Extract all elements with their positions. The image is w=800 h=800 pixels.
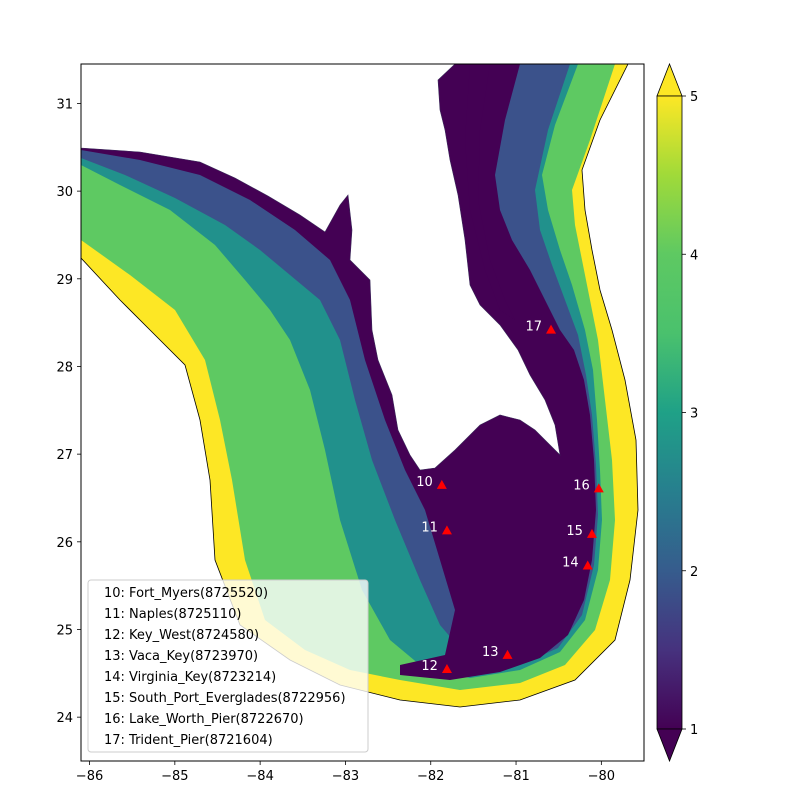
y-axis: 24 25 26 27 28 29 30 31 <box>56 97 81 726</box>
legend-entry: 16: Lake_Worth_Pier(8722670) <box>104 712 304 727</box>
florida-land <box>81 64 561 471</box>
y-tick-label: 28 <box>56 360 73 375</box>
colorbar-ticks: 1 2 3 4 5 <box>682 90 698 738</box>
colorbar: 1 2 3 4 5 <box>656 62 698 763</box>
station-label-17: 17 <box>525 320 542 335</box>
x-tick-label: −84 <box>246 769 273 784</box>
station-label-13: 13 <box>482 645 499 660</box>
station-label-12: 12 <box>421 659 438 674</box>
x-tick-label: −86 <box>76 769 103 784</box>
legend-entry: 17: Trident_Pier(8721604) <box>104 733 273 748</box>
legend: 10: Fort_Myers(8725520) 11: Naples(872511… <box>87 579 369 753</box>
x-tick-label: −85 <box>161 769 188 784</box>
station-marker-14 <box>582 560 593 570</box>
x-axis: −86 −85 −84 −83 −82 −81 −80 <box>76 761 615 784</box>
station-marker-15 <box>586 528 597 538</box>
colorbar-extend-bottom <box>656 728 683 763</box>
axes-frame <box>80 63 645 762</box>
lagoon-strip <box>465 64 515 320</box>
station-marker-17 <box>546 324 557 334</box>
station-marker-13 <box>502 649 513 659</box>
colorbar-body <box>656 95 683 730</box>
x-tick-label: −81 <box>502 769 529 784</box>
legend-entry: 11: Naples(8725110) <box>104 607 241 622</box>
y-tick-label: 25 <box>56 623 73 638</box>
y-tick-label: 29 <box>56 273 73 288</box>
station-label-11: 11 <box>421 520 438 535</box>
contour-level-1 <box>81 64 596 680</box>
station-marker-16 <box>593 483 604 493</box>
legend-entry: 10: Fort_Myers(8725520) <box>104 586 268 601</box>
station-marker-10 <box>436 479 447 489</box>
colorbar-tick-label: 3 <box>690 407 698 422</box>
depth-contour-map <box>81 64 644 761</box>
colorbar-tick-label: 1 <box>690 723 698 738</box>
station-label-14: 14 <box>562 555 579 570</box>
legend-entry: 13: Vaca_Key(8723970) <box>104 649 258 664</box>
x-tick-label: −80 <box>588 769 615 784</box>
legend-entry: 12: Key_West(8724580) <box>104 628 259 643</box>
station-markers: 10 11 12 13 14 15 16 17 <box>416 320 604 674</box>
station-marker-11 <box>441 525 452 535</box>
x-tick-label: −82 <box>417 769 444 784</box>
colorbar-tick-label: 5 <box>690 90 698 105</box>
x-tick-label: −83 <box>332 769 359 784</box>
y-tick-label: 24 <box>56 711 73 726</box>
legend-entry: 15: South_Port_Everglades(8722956) <box>104 691 346 706</box>
y-tick-label: 31 <box>56 97 73 112</box>
station-label-10: 10 <box>416 475 433 490</box>
y-tick-label: 26 <box>56 536 73 551</box>
colorbar-tick-label: 4 <box>690 248 698 263</box>
station-marker-12 <box>441 663 452 673</box>
y-tick-label: 30 <box>56 185 73 200</box>
legend-entry: 14: Virginia_Key(8723214) <box>104 670 276 685</box>
legend-box <box>87 579 369 753</box>
station-label-15: 15 <box>566 524 583 539</box>
station-label-16: 16 <box>573 478 590 493</box>
y-tick-label: 27 <box>56 448 73 463</box>
colorbar-tick-label: 2 <box>690 565 698 580</box>
colorbar-extend-top <box>656 62 683 97</box>
